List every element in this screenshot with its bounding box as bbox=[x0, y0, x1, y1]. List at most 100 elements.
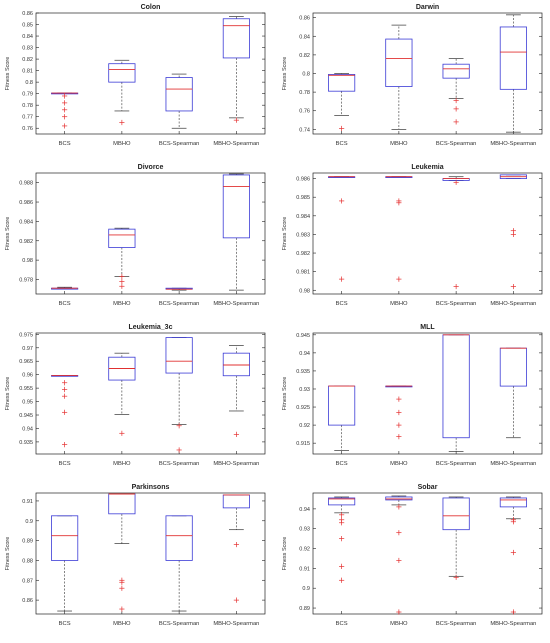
y-tick-label: 0.8 bbox=[25, 80, 33, 86]
box-body bbox=[222, 18, 250, 59]
box-mbho-spearman bbox=[499, 14, 527, 133]
outlier-marker bbox=[233, 597, 239, 603]
x-tick-label: BCS bbox=[336, 301, 348, 307]
x-tick-label: BCS bbox=[336, 461, 348, 467]
box-body bbox=[499, 497, 527, 508]
y-tick-label: 0.86 bbox=[299, 16, 310, 22]
y-tick-label: 0.85 bbox=[22, 23, 33, 29]
box-mbho-spearman bbox=[222, 173, 250, 291]
box-bcs bbox=[328, 73, 356, 132]
x-tick-label: MBHO bbox=[390, 141, 408, 147]
x-tick-label: BCS bbox=[59, 621, 71, 627]
x-tick-label: BCS-Spearman bbox=[436, 141, 477, 147]
outlier-marker bbox=[510, 231, 516, 238]
box-mbho-spearman bbox=[222, 494, 250, 603]
x-tick-label: MBHO-Spearman bbox=[213, 621, 259, 627]
box-body bbox=[328, 497, 356, 506]
outlier-marker bbox=[62, 114, 68, 120]
y-tick-label: 0.935 bbox=[296, 369, 310, 375]
outlier-marker bbox=[339, 276, 345, 282]
box-mbho-spearman bbox=[222, 345, 250, 437]
x-tick-label: BCS-Spearman bbox=[436, 621, 477, 627]
x-tick-label: MBHO-Spearman bbox=[490, 301, 536, 307]
y-tick-label: 0.87 bbox=[22, 578, 33, 584]
outlier-marker bbox=[176, 447, 182, 453]
y-axis-label: Fitness Score bbox=[282, 537, 288, 571]
y-tick-label: 0.96 bbox=[22, 373, 33, 379]
box-mbho bbox=[385, 176, 413, 282]
box-body bbox=[222, 174, 250, 239]
boxplot-svg: MLL Fitness Score 0.915 0.92 0.925 0.93 0.935 0… bbox=[282, 324, 543, 467]
x-tick-label: BCS-Spearman bbox=[159, 621, 200, 627]
x-tick-label: MBHO bbox=[113, 461, 131, 467]
y-tick-label: 0.77 bbox=[22, 115, 33, 121]
plot-frame bbox=[312, 172, 543, 295]
panel-leukemia: Leukemia Fitness Score 0.98 0.981 0.982 0.983… bbox=[277, 160, 550, 318]
outlier-marker bbox=[62, 380, 68, 386]
outlier-marker bbox=[119, 579, 125, 585]
box-bcs-spearman bbox=[442, 334, 470, 452]
box-body bbox=[165, 77, 193, 112]
box-bcs bbox=[51, 375, 79, 448]
y-axis-label: Fitness Score bbox=[282, 377, 288, 411]
y-tick-label: 0.8 bbox=[302, 72, 310, 78]
plot-frame bbox=[312, 332, 543, 455]
box-mbho bbox=[385, 495, 413, 615]
y-axis-label: Fitness Score bbox=[282, 217, 288, 251]
x-tick-label: BCS-Spearman bbox=[159, 141, 200, 147]
box-bcs-spearman bbox=[165, 287, 193, 291]
box-body bbox=[385, 496, 413, 501]
box-bcs bbox=[328, 496, 356, 583]
x-tick-label: MBHO-Spearman bbox=[490, 141, 536, 147]
y-tick-label: 0.89 bbox=[22, 539, 33, 545]
outlier-marker bbox=[339, 512, 345, 518]
y-tick-label: 0.94 bbox=[299, 507, 310, 513]
outlier-marker bbox=[453, 119, 459, 125]
outlier-marker bbox=[62, 393, 68, 399]
boxplot-svg: Divorce Fitness Score 0.978 0.98 0.982 0.984 0… bbox=[5, 164, 266, 307]
outlier-marker bbox=[339, 577, 345, 583]
box-body bbox=[442, 63, 470, 79]
outlier-marker bbox=[119, 430, 125, 436]
outlier-marker bbox=[119, 606, 125, 612]
y-axis-label: Fitness Score bbox=[282, 57, 288, 91]
boxplot-svg: Leukemia Fitness Score 0.98 0.981 0.982 0.983… bbox=[282, 164, 543, 307]
y-tick-label: 0.984 bbox=[296, 214, 310, 220]
box-body bbox=[165, 337, 193, 374]
y-tick-label: 0.76 bbox=[22, 126, 33, 132]
outlier-marker bbox=[62, 100, 68, 106]
outlier-marker bbox=[510, 519, 516, 525]
y-tick-label: 0.978 bbox=[19, 277, 33, 283]
x-tick-label: MBHO bbox=[390, 301, 408, 307]
panel-divorce: Divorce Fitness Score 0.978 0.98 0.982 0.984 0… bbox=[0, 160, 273, 318]
y-tick-label: 0.9 bbox=[302, 586, 310, 592]
outlier-marker bbox=[339, 520, 345, 526]
box-mbho bbox=[108, 493, 136, 612]
outlier-marker bbox=[396, 409, 402, 416]
y-tick-label: 0.945 bbox=[19, 413, 33, 419]
y-tick-label: 0.984 bbox=[19, 219, 33, 225]
panel-darwin: Darwin Fitness Score 0.74 0.76 0.78 0.8 0.82 0.… bbox=[277, 0, 550, 158]
y-tick-label: 0.935 bbox=[19, 440, 33, 446]
chart-title: Leukemia bbox=[411, 164, 443, 171]
outlier-marker bbox=[453, 179, 459, 185]
boxplot-svg: Parkinsons Fitness Score 0.86 0.87 0.88 0.89 0… bbox=[5, 484, 266, 627]
y-tick-label: 0.98 bbox=[299, 288, 310, 294]
outlier-marker bbox=[62, 386, 68, 393]
x-tick-label: MBHO bbox=[113, 141, 131, 147]
outlier-marker bbox=[339, 198, 345, 204]
y-tick-label: 0.915 bbox=[296, 441, 310, 447]
outlier-marker bbox=[510, 549, 516, 556]
outlier-marker bbox=[396, 557, 402, 564]
y-tick-label: 0.76 bbox=[299, 109, 310, 115]
plot-frame bbox=[35, 492, 266, 615]
y-tick-label: 0.86 bbox=[22, 11, 33, 17]
chart-title: Parkinsons bbox=[132, 484, 170, 491]
box-bcs-spearman bbox=[165, 73, 193, 129]
y-tick-label: 0.79 bbox=[22, 92, 33, 98]
y-tick-label: 0.986 bbox=[19, 200, 33, 206]
box-bcs-spearman bbox=[165, 337, 193, 453]
y-tick-label: 0.89 bbox=[299, 606, 310, 612]
chart-title: Sobar bbox=[418, 484, 438, 491]
box-bcs-spearman bbox=[442, 496, 470, 580]
